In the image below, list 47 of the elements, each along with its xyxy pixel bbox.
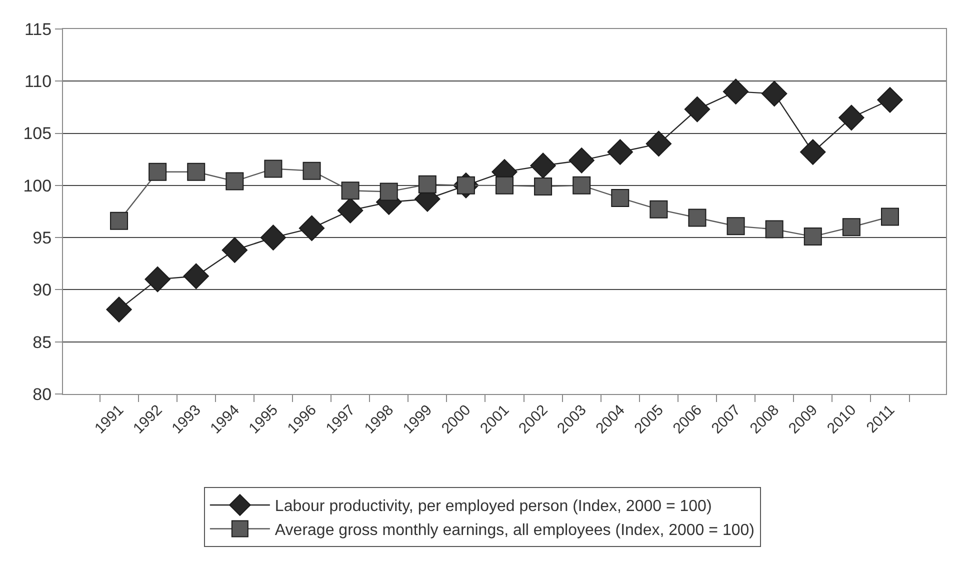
point <box>607 139 633 165</box>
point <box>726 217 745 236</box>
y-tick-label: 100 <box>23 176 52 196</box>
point <box>106 296 132 322</box>
point <box>183 263 209 290</box>
point <box>226 172 244 190</box>
point <box>260 224 286 250</box>
point <box>684 96 710 122</box>
point <box>804 228 822 246</box>
point <box>838 104 864 130</box>
y-tick-label: 85 <box>32 332 52 352</box>
point <box>380 182 398 201</box>
point <box>880 208 899 226</box>
point <box>148 162 167 181</box>
point <box>530 152 556 178</box>
point <box>688 208 706 227</box>
point <box>646 130 672 157</box>
point <box>761 80 788 107</box>
y-tick-label: 80 <box>32 384 52 404</box>
point <box>611 188 630 207</box>
point <box>341 182 360 200</box>
point <box>534 177 552 196</box>
y-tick-label: 105 <box>23 124 52 144</box>
point <box>187 162 206 181</box>
point <box>298 215 325 242</box>
point <box>110 212 128 230</box>
y-tick-label: 110 <box>24 72 52 92</box>
y-tick-label: 95 <box>32 228 52 248</box>
y-tick-label: 115 <box>24 20 52 39</box>
legend-label: Average gross monthly earnings, all employees (Index, 2000 = 100) <box>274 522 754 540</box>
point <box>842 218 860 236</box>
point <box>302 162 321 180</box>
point <box>337 198 364 224</box>
point <box>800 139 826 165</box>
point <box>264 160 282 178</box>
point <box>572 176 591 194</box>
point <box>568 148 594 174</box>
y-tick-label: 90 <box>32 280 52 300</box>
point <box>144 266 170 292</box>
point <box>650 200 668 218</box>
point <box>765 220 784 238</box>
point <box>722 78 749 104</box>
point <box>496 176 514 194</box>
point <box>222 237 248 263</box>
legend-label: Labour productivity, per employed person (Index, 2000 = 100) <box>274 498 712 516</box>
point <box>877 87 903 113</box>
point <box>418 175 436 194</box>
